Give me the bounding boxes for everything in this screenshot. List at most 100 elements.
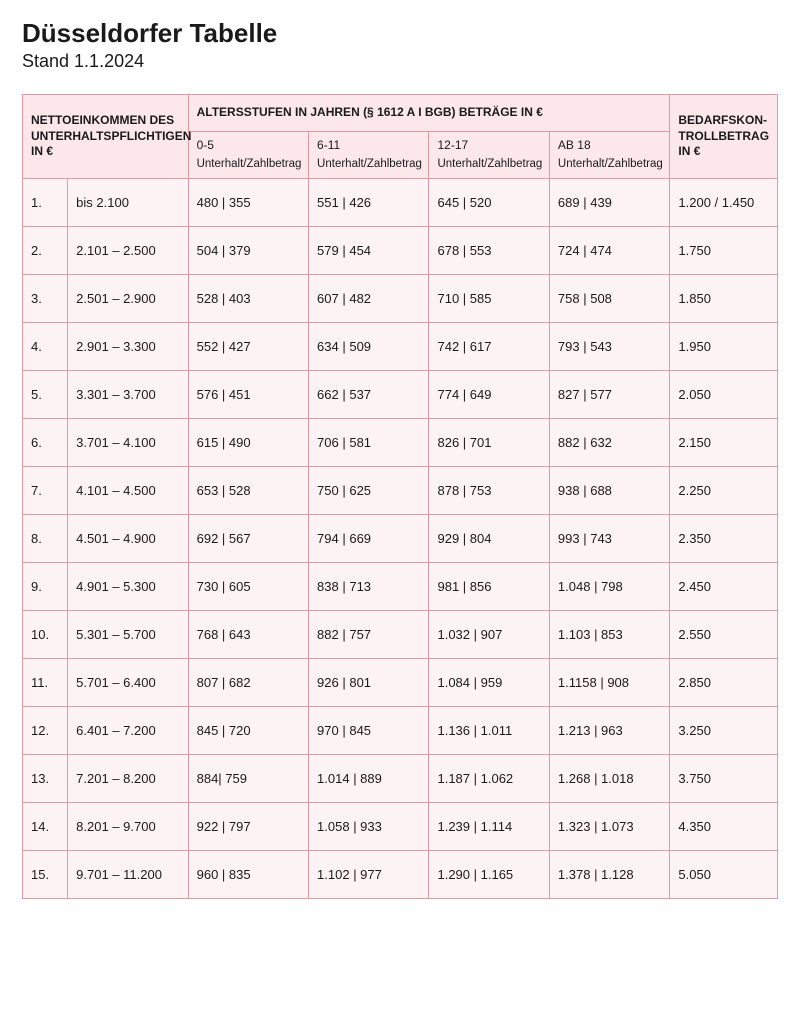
age-group-3: AB 18 Unterhalt/Zahlbetrag bbox=[549, 131, 669, 179]
age-sub-label: Unterhalt/Zahlbetrag bbox=[317, 158, 422, 170]
table-row: 11.5.701 – 6.400807 | 682926 | 8011.084 … bbox=[23, 659, 778, 707]
cell-control: 2.850 bbox=[670, 659, 778, 707]
cell-control: 5.050 bbox=[670, 851, 778, 899]
cell-income: 6.401 – 7.200 bbox=[68, 707, 188, 755]
cell-control: 3.750 bbox=[670, 755, 778, 803]
cell-idx: 11. bbox=[23, 659, 68, 707]
cell-v0: 884| 759 bbox=[188, 755, 308, 803]
age-group-label: 6-11 bbox=[317, 138, 420, 154]
cell-v1: 838 | 713 bbox=[309, 563, 429, 611]
table-row: 8.4.501 – 4.900692 | 567794 | 669929 | 8… bbox=[23, 515, 778, 563]
cell-income: 5.701 – 6.400 bbox=[68, 659, 188, 707]
table-row: 12.6.401 – 7.200845 | 720970 | 8451.136 … bbox=[23, 707, 778, 755]
cell-idx: 9. bbox=[23, 563, 68, 611]
cell-v2: 710 | 585 bbox=[429, 275, 549, 323]
cell-control: 2.350 bbox=[670, 515, 778, 563]
cell-v3: 793 | 543 bbox=[549, 323, 669, 371]
cell-v3: 1.268 | 1.018 bbox=[549, 755, 669, 803]
cell-control: 2.550 bbox=[670, 611, 778, 659]
cell-v0: 807 | 682 bbox=[188, 659, 308, 707]
age-group-label: 0-5 bbox=[197, 138, 300, 154]
cell-v1: 1.014 | 889 bbox=[309, 755, 429, 803]
cell-income: 8.201 – 9.700 bbox=[68, 803, 188, 851]
cell-idx: 5. bbox=[23, 371, 68, 419]
cell-control: 1.950 bbox=[670, 323, 778, 371]
cell-v3: 689 | 439 bbox=[549, 179, 669, 227]
cell-v2: 742 | 617 bbox=[429, 323, 549, 371]
duesseldorfer-table: NETTOEINKOMMEN DES UNTERHALTSPFLICHTIGEN… bbox=[22, 94, 778, 899]
cell-v3: 1.048 | 798 bbox=[549, 563, 669, 611]
cell-v2: 645 | 520 bbox=[429, 179, 549, 227]
cell-v2: 1.084 | 959 bbox=[429, 659, 549, 707]
cell-income: 7.201 – 8.200 bbox=[68, 755, 188, 803]
page-subtitle: Stand 1.1.2024 bbox=[22, 51, 778, 72]
cell-v1: 662 | 537 bbox=[309, 371, 429, 419]
cell-v1: 882 | 757 bbox=[309, 611, 429, 659]
age-sub-label: Unterhalt/Zahlbetrag bbox=[558, 158, 663, 170]
table-row: 15.9.701 – 11.200960 | 8351.102 | 9771.2… bbox=[23, 851, 778, 899]
cell-idx: 15. bbox=[23, 851, 68, 899]
cell-v1: 1.058 | 933 bbox=[309, 803, 429, 851]
age-group-1: 6-11 Unterhalt/Zahlbetrag bbox=[309, 131, 429, 179]
cell-v2: 1.032 | 907 bbox=[429, 611, 549, 659]
table-row: 1.bis 2.100480 | 355551 | 426645 | 52068… bbox=[23, 179, 778, 227]
age-sub-label: Unterhalt/Zahlbetrag bbox=[197, 158, 302, 170]
cell-v0: 960 | 835 bbox=[188, 851, 308, 899]
cell-income: 4.501 – 4.900 bbox=[68, 515, 188, 563]
cell-idx: 4. bbox=[23, 323, 68, 371]
cell-idx: 8. bbox=[23, 515, 68, 563]
age-group-label: 12-17 bbox=[437, 138, 540, 154]
cell-income: 3.701 – 4.100 bbox=[68, 419, 188, 467]
cell-v2: 878 | 753 bbox=[429, 467, 549, 515]
cell-v1: 750 | 625 bbox=[309, 467, 429, 515]
cell-idx: 1. bbox=[23, 179, 68, 227]
cell-idx: 10. bbox=[23, 611, 68, 659]
table-body: 1.bis 2.100480 | 355551 | 426645 | 52068… bbox=[23, 179, 778, 899]
cell-income: 4.901 – 5.300 bbox=[68, 563, 188, 611]
cell-v0: 768 | 643 bbox=[188, 611, 308, 659]
cell-income: 3.301 – 3.700 bbox=[68, 371, 188, 419]
cell-income: 4.101 – 4.500 bbox=[68, 467, 188, 515]
col-header-income: NETTOEINKOMMEN DES UNTERHALTSPFLICHTIGEN… bbox=[23, 95, 189, 179]
cell-v0: 480 | 355 bbox=[188, 179, 308, 227]
cell-control: 2.450 bbox=[670, 563, 778, 611]
cell-v1: 634 | 509 bbox=[309, 323, 429, 371]
cell-control: 2.050 bbox=[670, 371, 778, 419]
cell-v1: 926 | 801 bbox=[309, 659, 429, 707]
cell-v2: 1.290 | 1.165 bbox=[429, 851, 549, 899]
page-title: Düsseldorfer Tabelle bbox=[22, 18, 778, 49]
cell-v3: 758 | 508 bbox=[549, 275, 669, 323]
cell-income: 2.101 – 2.500 bbox=[68, 227, 188, 275]
cell-v0: 692 | 567 bbox=[188, 515, 308, 563]
cell-v0: 504 | 379 bbox=[188, 227, 308, 275]
age-sub-label: Unterhalt/Zahlbetrag bbox=[437, 158, 542, 170]
cell-v0: 528 | 403 bbox=[188, 275, 308, 323]
cell-v2: 826 | 701 bbox=[429, 419, 549, 467]
table-row: 5.3.301 – 3.700576 | 451662 | 537774 | 6… bbox=[23, 371, 778, 419]
cell-v2: 929 | 804 bbox=[429, 515, 549, 563]
table-row: 3.2.501 – 2.900528 | 403607 | 482710 | 5… bbox=[23, 275, 778, 323]
table-row: 9.4.901 – 5.300730 | 605838 | 713981 | 8… bbox=[23, 563, 778, 611]
cell-v3: 1.1158 | 908 bbox=[549, 659, 669, 707]
cell-v3: 882 | 632 bbox=[549, 419, 669, 467]
table-row: 4.2.901 – 3.300552 | 427634 | 509742 | 6… bbox=[23, 323, 778, 371]
age-group-0: 0-5 Unterhalt/Zahlbetrag bbox=[188, 131, 308, 179]
cell-control: 1.200 / 1.450 bbox=[670, 179, 778, 227]
age-group-2: 12-17 Unterhalt/Zahlbetrag bbox=[429, 131, 549, 179]
cell-idx: 12. bbox=[23, 707, 68, 755]
cell-v3: 724 | 474 bbox=[549, 227, 669, 275]
table-row: 7.4.101 – 4.500653 | 528750 | 625878 | 7… bbox=[23, 467, 778, 515]
cell-idx: 14. bbox=[23, 803, 68, 851]
cell-v2: 981 | 856 bbox=[429, 563, 549, 611]
cell-idx: 3. bbox=[23, 275, 68, 323]
cell-income: bis 2.100 bbox=[68, 179, 188, 227]
cell-v2: 1.239 | 1.114 bbox=[429, 803, 549, 851]
cell-v3: 1.103 | 853 bbox=[549, 611, 669, 659]
table-row: 10.5.301 – 5.700768 | 643882 | 7571.032 … bbox=[23, 611, 778, 659]
table-row: 13.7.201 – 8.200884| 7591.014 | 8891.187… bbox=[23, 755, 778, 803]
cell-control: 2.250 bbox=[670, 467, 778, 515]
cell-idx: 13. bbox=[23, 755, 68, 803]
cell-v1: 551 | 426 bbox=[309, 179, 429, 227]
cell-idx: 7. bbox=[23, 467, 68, 515]
cell-v1: 1.102 | 977 bbox=[309, 851, 429, 899]
